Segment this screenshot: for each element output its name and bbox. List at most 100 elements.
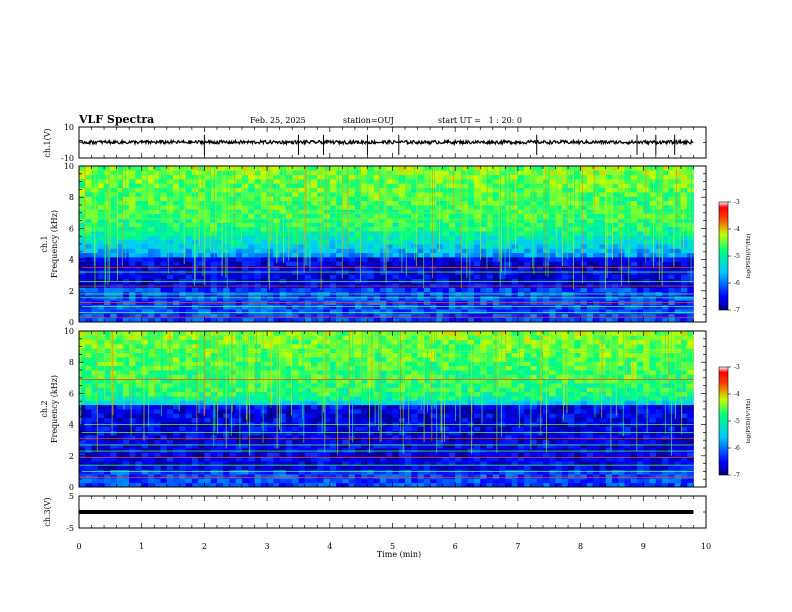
heatmap-cell	[354, 313, 362, 319]
heatmap-cell	[448, 317, 456, 323]
heatmap-cell	[611, 179, 619, 184]
heatmap-cell	[467, 248, 475, 254]
heatmap-cell	[455, 469, 462, 475]
heatmap-cell	[574, 313, 581, 319]
heatmap-cell	[611, 248, 619, 254]
heatmap-cell	[235, 196, 243, 202]
heatmap-cell	[486, 448, 494, 453]
heatmap-cell	[442, 226, 450, 232]
heatmap-cell	[630, 443, 638, 449]
heatmap-cell	[423, 209, 431, 215]
heatmap-cell	[154, 287, 161, 293]
heatmap-cell	[147, 239, 155, 245]
heatmap-cell	[235, 209, 243, 215]
heatmap-cell	[204, 448, 212, 453]
heatmap-cell	[260, 174, 268, 180]
heatmap-cell	[593, 265, 600, 271]
heatmap-cell	[549, 482, 556, 488]
heatmap-cell	[442, 222, 450, 228]
heatmap-cell	[229, 183, 237, 189]
heatmap-cell	[173, 209, 180, 215]
heatmap-cell	[260, 456, 268, 462]
heatmap-cell	[267, 205, 274, 210]
heatmap-cell	[122, 452, 130, 458]
heatmap-cell	[85, 252, 92, 258]
heatmap-cell	[624, 174, 632, 180]
heatmap-cell	[649, 265, 657, 271]
heatmap-cell	[91, 443, 99, 449]
heatmap-cell	[574, 231, 581, 236]
heatmap-cell	[492, 231, 500, 236]
heatmap-cell	[285, 452, 293, 458]
heatmap-cell	[260, 239, 268, 245]
heatmap-cell	[643, 218, 650, 223]
heatmap-cell	[499, 209, 506, 215]
heatmap-cell	[379, 196, 387, 202]
heatmap-cell	[448, 205, 456, 210]
heatmap-cell	[129, 261, 136, 267]
heatmap-cell	[398, 469, 406, 475]
heatmap-cell	[480, 257, 487, 262]
heatmap-cell	[298, 213, 306, 219]
heatmap-cell	[97, 244, 105, 249]
heatmap-cell	[405, 226, 412, 232]
heatmap-cell	[122, 439, 130, 445]
heatmap-cell	[461, 309, 469, 314]
heatmap-cell	[323, 317, 331, 323]
heatmap-cell	[116, 209, 124, 215]
heatmap-cell	[586, 235, 594, 241]
heatmap-cell	[599, 248, 607, 254]
heatmap-cell	[279, 474, 287, 479]
heatmap-cell	[655, 461, 663, 466]
heatmap-cell	[97, 265, 105, 271]
heatmap-cell	[254, 448, 262, 453]
heatmap-cell	[116, 226, 124, 232]
heatmap-cell	[536, 452, 544, 458]
heatmap-cell	[517, 448, 525, 453]
heatmap-cell	[430, 474, 437, 479]
heatmap-cell	[430, 248, 437, 254]
heatmap-cell	[561, 261, 569, 267]
heatmap-cell	[423, 283, 431, 288]
heatmap-cell	[160, 439, 168, 445]
heatmap-cell	[386, 170, 393, 176]
heatmap-cell	[179, 244, 186, 249]
heatmap-cell	[379, 465, 387, 471]
heatmap-cell	[555, 196, 563, 202]
heatmap-cell	[267, 448, 274, 453]
heatmap-cell	[122, 309, 130, 314]
heatmap-cell	[467, 456, 475, 462]
heatmap-cell	[448, 166, 456, 171]
heatmap-cell	[555, 443, 563, 449]
heatmap-cell	[492, 239, 500, 245]
heatmap-cell	[392, 469, 400, 475]
heatmap-cell	[373, 482, 381, 488]
heatmap-cell	[530, 474, 538, 479]
heatmap-cell	[361, 443, 368, 449]
heatmap-cell	[373, 274, 381, 280]
heatmap-cell	[285, 469, 293, 475]
heatmap-cell	[204, 465, 212, 471]
heatmap-cell	[298, 205, 306, 210]
heatmap-cell	[361, 213, 368, 219]
heatmap-cell	[223, 469, 230, 475]
heatmap-cell	[154, 296, 161, 301]
heatmap-cell	[436, 296, 444, 301]
heatmap-cell	[348, 218, 356, 223]
heatmap-cell	[599, 226, 607, 232]
heatmap-cell	[223, 179, 230, 184]
heatmap-cell	[549, 213, 556, 219]
heatmap-cell	[317, 313, 324, 319]
heatmap-cell	[367, 179, 375, 184]
heatmap-cell	[417, 209, 425, 215]
heatmap-cell	[336, 478, 343, 484]
heatmap-cell	[336, 443, 343, 449]
heatmap-cell	[191, 465, 199, 471]
heatmap-cell	[154, 213, 161, 219]
heatmap-cell	[637, 261, 644, 267]
heatmap-cell	[79, 222, 86, 228]
heatmap-cell	[166, 174, 174, 180]
heatmap-cell	[611, 461, 619, 466]
heatmap-cell	[336, 166, 343, 171]
heatmap-cell	[361, 196, 368, 202]
